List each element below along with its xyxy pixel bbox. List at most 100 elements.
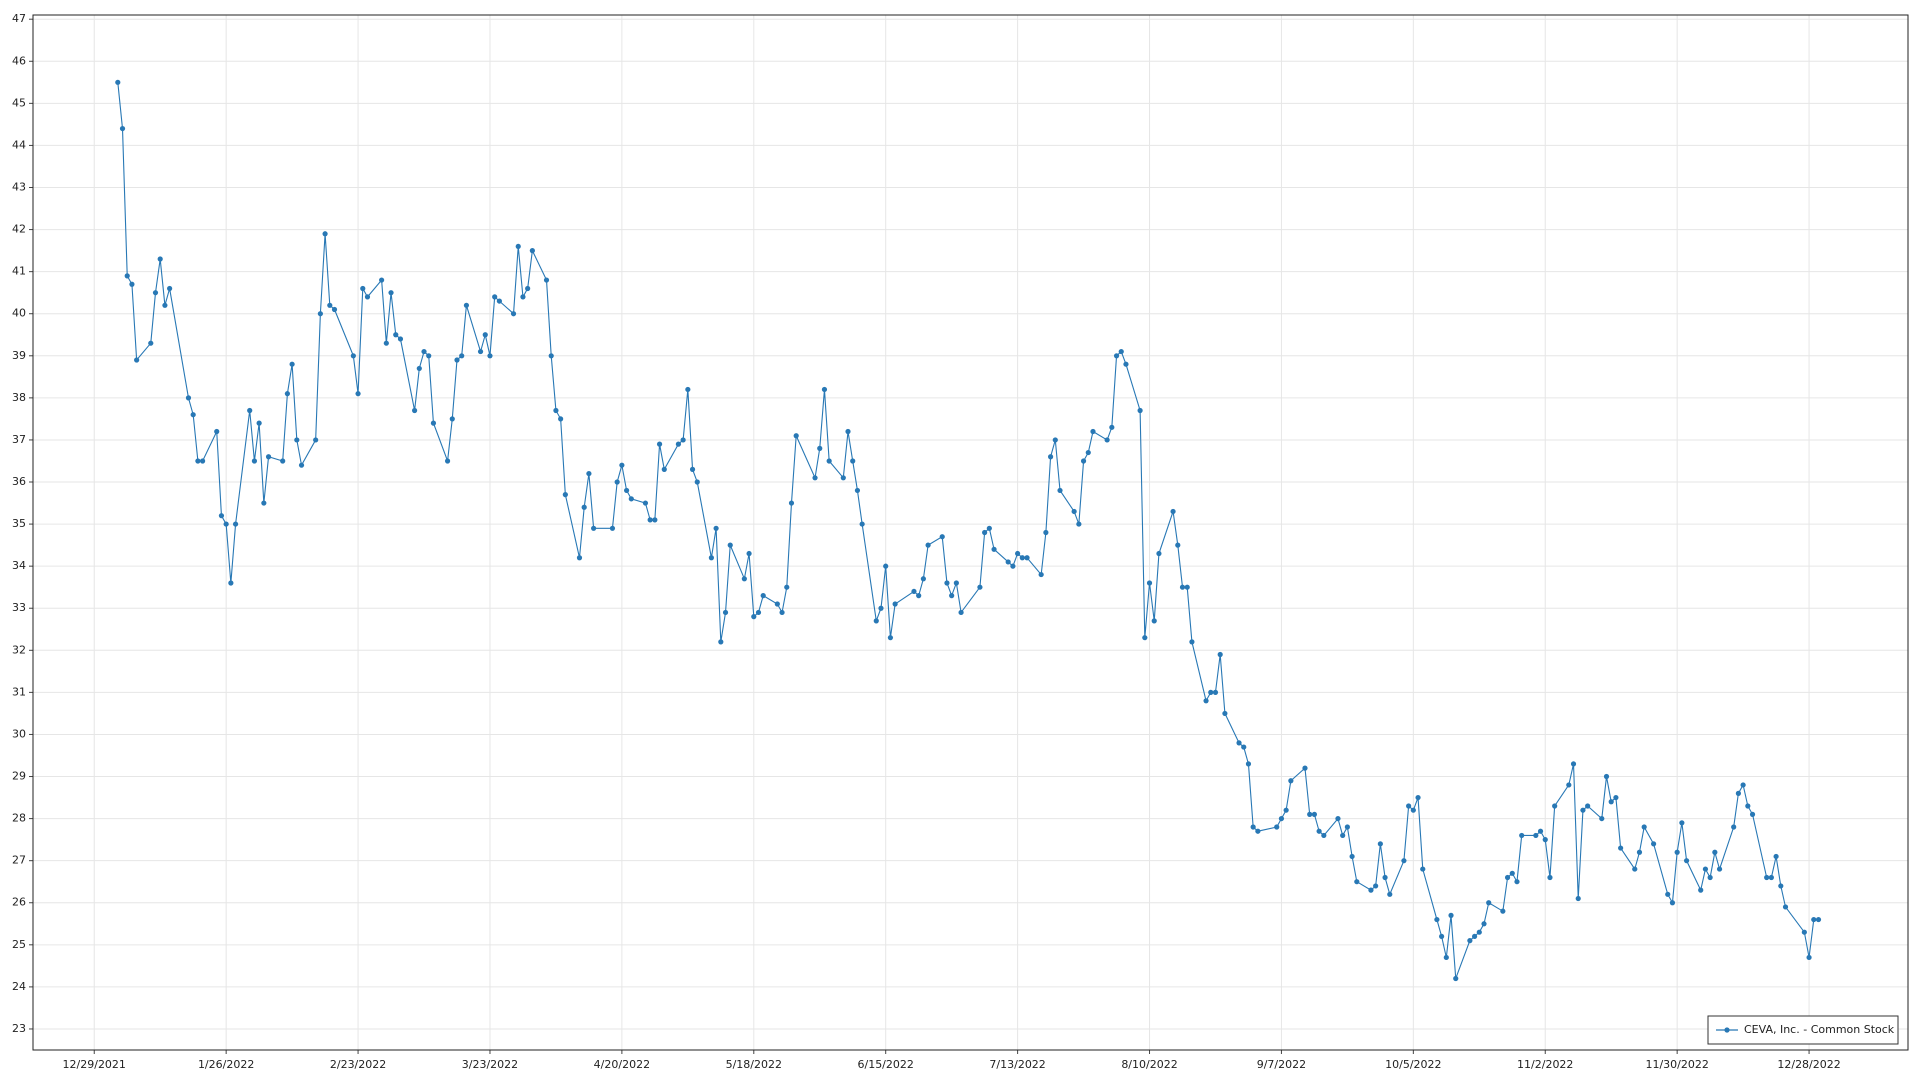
data-point xyxy=(850,458,856,464)
data-point xyxy=(1080,458,1087,464)
data-point xyxy=(1453,975,1459,982)
data-point xyxy=(727,542,733,548)
data-point xyxy=(1406,803,1412,809)
data-point xyxy=(1170,508,1176,515)
data-point xyxy=(1514,879,1520,885)
data-point xyxy=(1245,761,1252,767)
data-point xyxy=(1043,529,1049,536)
data-point xyxy=(628,496,634,502)
data-point xyxy=(859,521,865,527)
data-point xyxy=(1387,891,1393,897)
data-point xyxy=(1665,891,1671,897)
y-tick-label: 28 xyxy=(12,812,26,825)
data-point xyxy=(788,500,795,506)
data-point xyxy=(845,428,851,435)
x-tick-label: 12/29/2021 xyxy=(63,1058,126,1071)
x-tick-label: 11/30/2022 xyxy=(1645,1058,1708,1071)
data-point xyxy=(1212,689,1219,695)
data-point xyxy=(1071,508,1077,515)
data-point xyxy=(1815,916,1822,923)
data-point xyxy=(977,584,983,590)
data-point xyxy=(510,311,517,317)
x-tick-label: 6/15/2022 xyxy=(857,1058,913,1071)
data-point xyxy=(148,340,154,346)
legend-box xyxy=(1707,1015,1899,1045)
data-point xyxy=(350,353,356,359)
data-point xyxy=(331,306,338,313)
y-tick-label: 34 xyxy=(12,559,26,572)
data-point xyxy=(1123,361,1129,367)
y-tick-label: 43 xyxy=(12,181,26,194)
plot-background xyxy=(33,15,1908,1050)
data-point xyxy=(986,525,992,531)
data-point xyxy=(793,433,799,439)
data-point xyxy=(1618,845,1624,851)
data-point xyxy=(1311,811,1318,817)
data-point xyxy=(1740,782,1746,788)
x-tick-label: 12/28/2022 xyxy=(1777,1058,1840,1071)
data-point xyxy=(1707,874,1713,881)
data-point xyxy=(1448,912,1454,918)
data-point xyxy=(661,466,667,472)
data-point xyxy=(256,420,262,426)
data-point xyxy=(741,576,747,582)
data-point xyxy=(129,281,135,287)
y-tick-label: 25 xyxy=(12,938,26,951)
data-point xyxy=(784,584,790,590)
y-tick-label: 40 xyxy=(12,307,26,320)
data-point xyxy=(1443,954,1449,961)
data-point xyxy=(1731,824,1737,830)
data-point xyxy=(232,521,239,527)
data-point xyxy=(317,311,323,317)
data-point xyxy=(576,555,583,561)
data-point xyxy=(1208,689,1214,695)
data-point xyxy=(1811,916,1817,923)
data-point xyxy=(487,353,493,359)
y-tick-label: 39 xyxy=(12,349,26,362)
data-point xyxy=(280,458,286,464)
data-point xyxy=(1278,815,1285,822)
data-point xyxy=(1288,778,1294,784)
data-point xyxy=(1669,900,1676,906)
data-point xyxy=(1698,887,1704,893)
data-point xyxy=(496,298,502,304)
x-tick-label: 8/10/2022 xyxy=(1121,1058,1177,1071)
x-tick-label: 4/20/2022 xyxy=(594,1058,650,1071)
data-point xyxy=(708,555,714,561)
data-point xyxy=(383,340,389,346)
data-point xyxy=(1015,550,1021,557)
data-point xyxy=(1024,555,1030,561)
data-point xyxy=(322,231,328,237)
data-point xyxy=(1368,887,1374,893)
y-tick-label: 29 xyxy=(12,770,26,783)
data-point xyxy=(1782,904,1789,910)
data-point xyxy=(887,635,894,641)
x-tick-label: 11/2/2022 xyxy=(1517,1058,1573,1071)
data-point xyxy=(1439,933,1445,940)
data-point xyxy=(355,391,361,397)
data-point xyxy=(1613,794,1619,801)
data-point xyxy=(416,365,422,372)
data-point xyxy=(1076,521,1082,527)
data-point xyxy=(1302,765,1308,771)
data-point xyxy=(430,420,437,426)
data-point xyxy=(1735,790,1742,796)
data-point xyxy=(199,458,206,464)
data-point xyxy=(1118,348,1124,355)
y-tick-label: 24 xyxy=(12,980,26,993)
data-point xyxy=(426,353,432,359)
data-point xyxy=(1519,832,1525,839)
x-tick-label: 3/23/2022 xyxy=(462,1058,518,1071)
data-point xyxy=(1335,815,1341,822)
data-point xyxy=(261,500,267,506)
data-point xyxy=(1085,449,1091,456)
data-point xyxy=(619,462,625,468)
data-point xyxy=(294,437,300,443)
data-point xyxy=(1679,820,1685,826)
data-point xyxy=(1471,933,1478,940)
data-point xyxy=(1175,542,1181,548)
data-point xyxy=(1222,710,1228,717)
data-point xyxy=(1019,555,1025,561)
data-point xyxy=(388,290,394,296)
data-point xyxy=(454,357,460,363)
